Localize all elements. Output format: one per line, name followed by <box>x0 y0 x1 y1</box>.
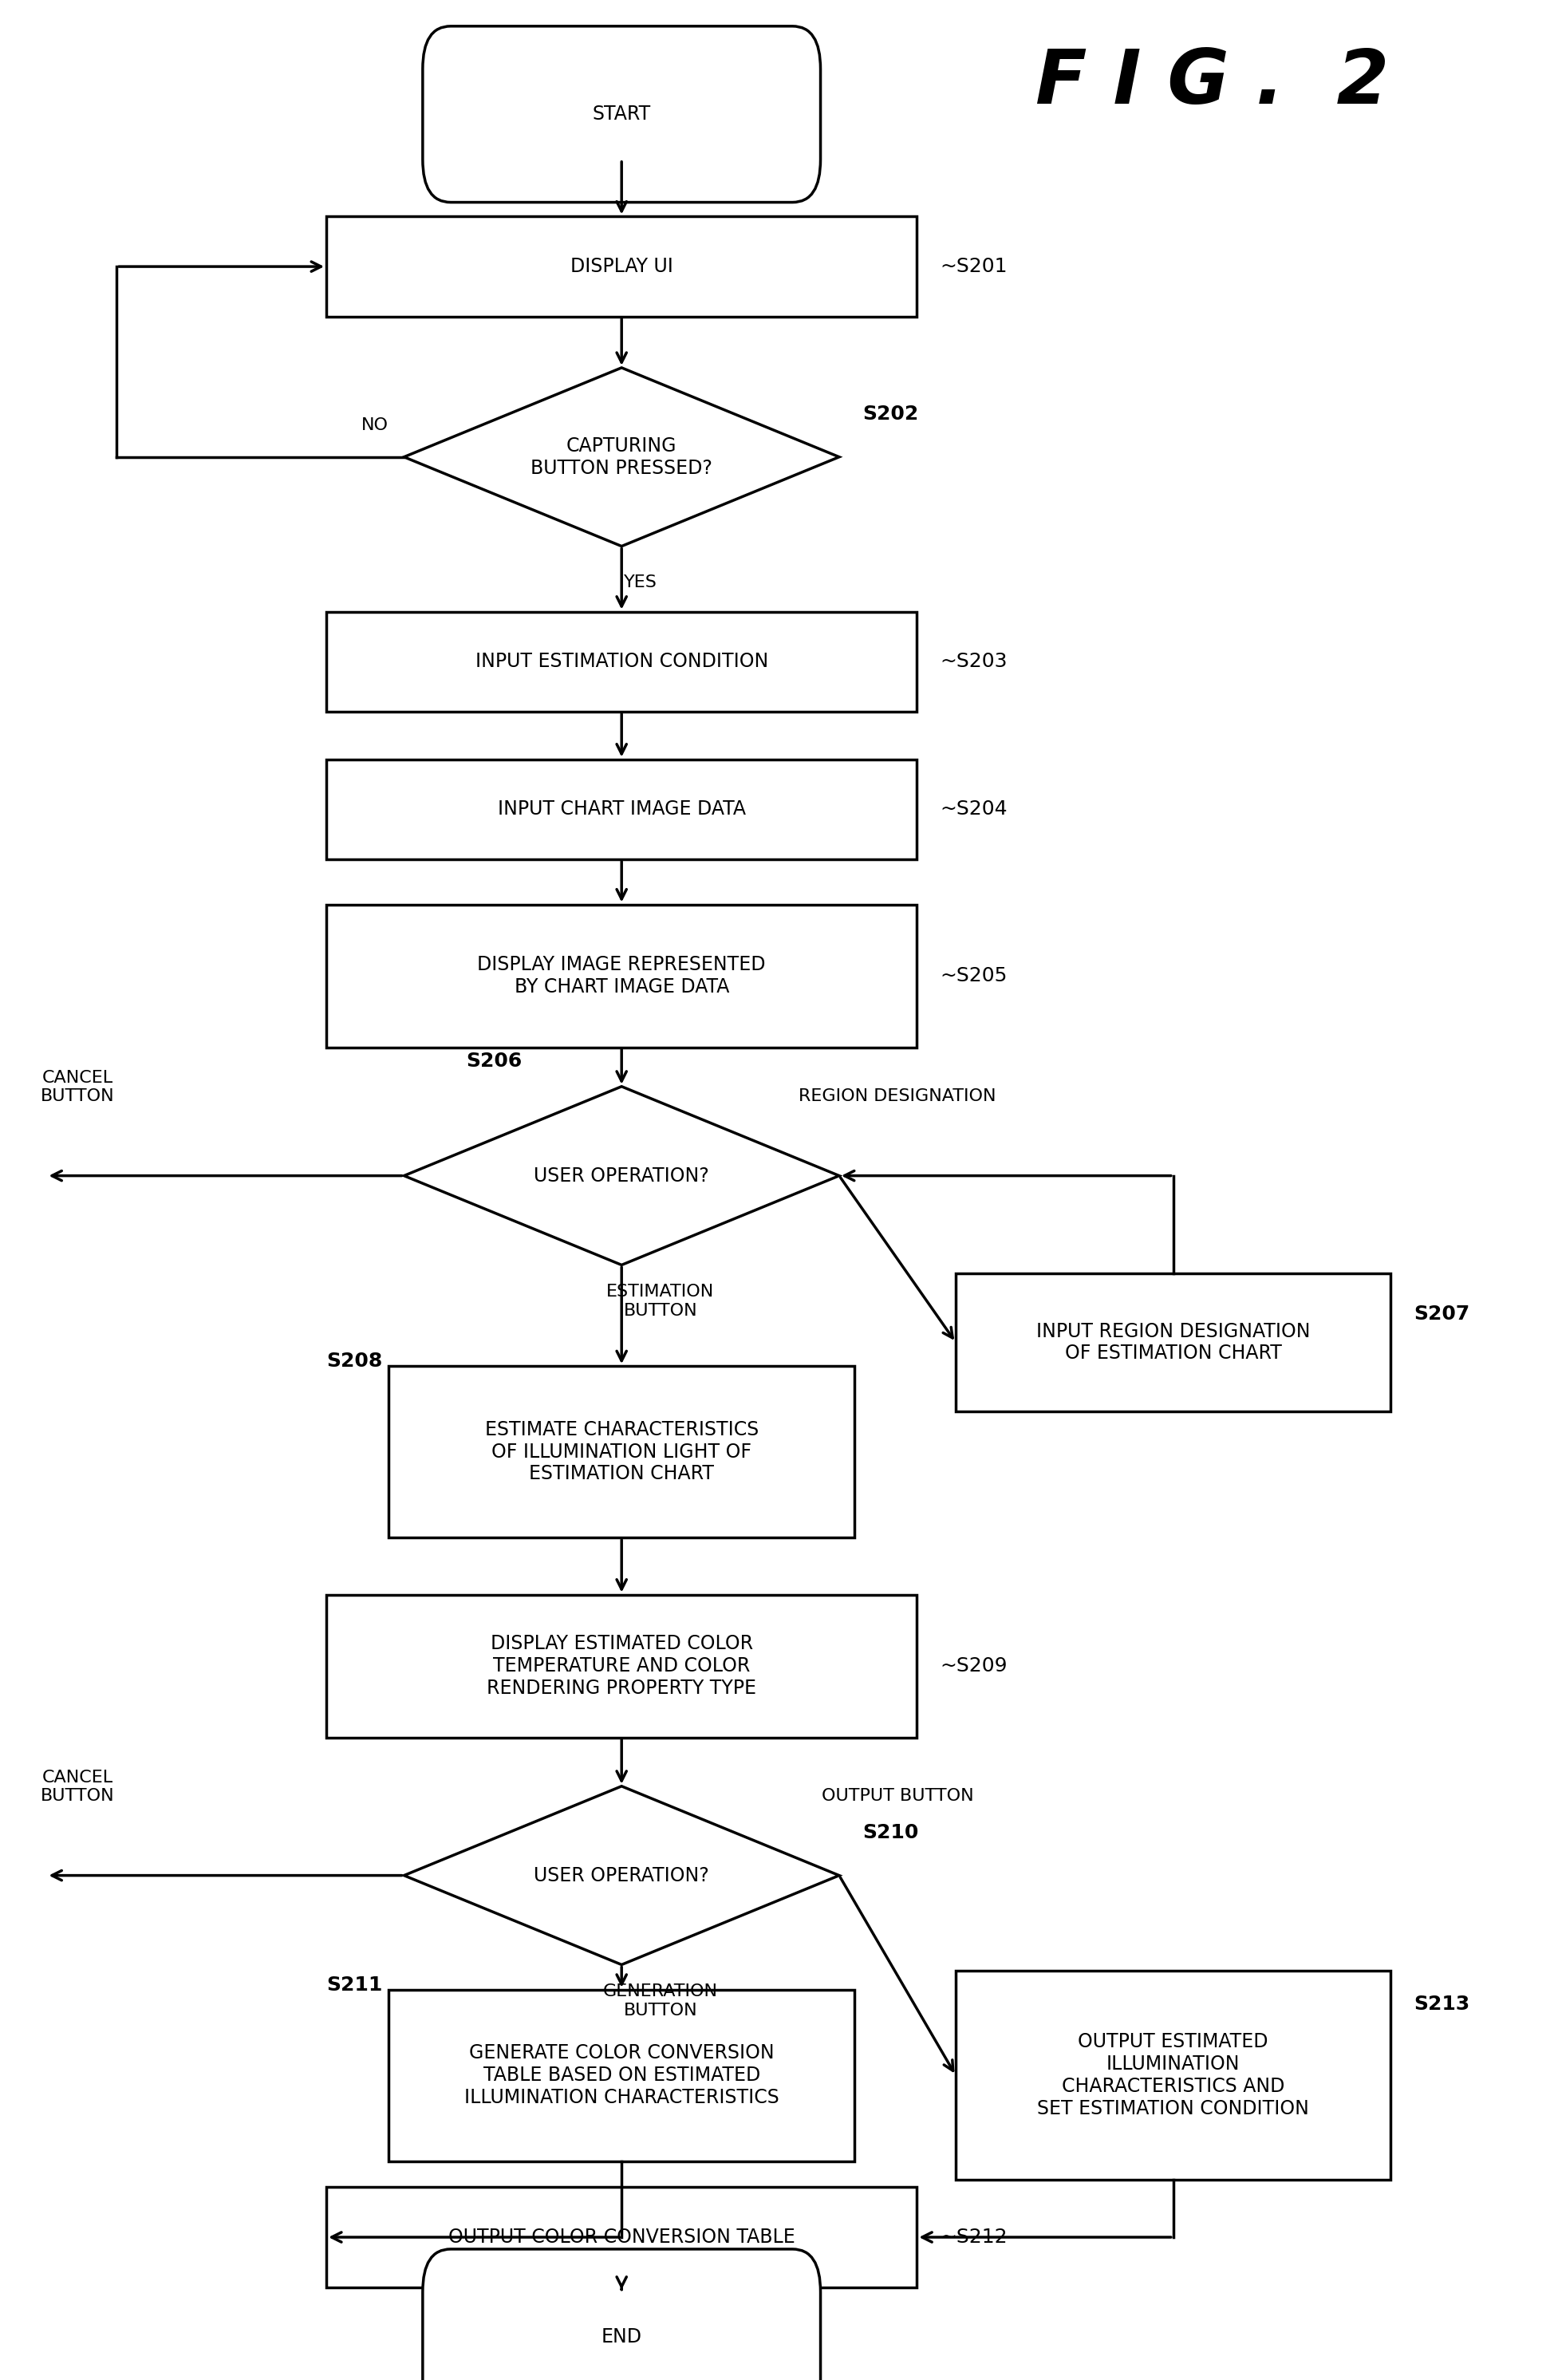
Text: ~S203: ~S203 <box>940 652 1007 671</box>
Bar <box>326 612 917 712</box>
FancyBboxPatch shape <box>423 2249 821 2380</box>
Text: OUTPUT COLOR CONVERSION TABLE: OUTPUT COLOR CONVERSION TABLE <box>448 2228 796 2247</box>
Text: GENERATE COLOR CONVERSION
TABLE BASED ON ESTIMATED
ILLUMINATION CHARACTERISTICS: GENERATE COLOR CONVERSION TABLE BASED ON… <box>465 2044 779 2106</box>
Text: S207: S207 <box>1414 1304 1470 1323</box>
Text: CANCEL
BUTTON: CANCEL BUTTON <box>40 1771 115 1804</box>
Bar <box>388 1366 855 1537</box>
Text: S213: S213 <box>1414 1994 1470 2013</box>
Text: INPUT REGION DESIGNATION
OF ESTIMATION CHART: INPUT REGION DESIGNATION OF ESTIMATION C… <box>1037 1321 1310 1364</box>
Text: DISPLAY UI: DISPLAY UI <box>570 257 673 276</box>
Bar <box>326 759 917 859</box>
Text: S208: S208 <box>326 1352 382 1371</box>
Polygon shape <box>404 1785 839 1966</box>
Bar <box>326 1595 917 1737</box>
Text: OUTPUT ESTIMATED
ILLUMINATION
CHARACTERISTICS AND
SET ESTIMATION CONDITION: OUTPUT ESTIMATED ILLUMINATION CHARACTERI… <box>1038 2033 1308 2118</box>
Bar <box>326 217 917 317</box>
Bar <box>326 904 917 1047</box>
Text: NO: NO <box>362 416 388 433</box>
Text: S206: S206 <box>466 1052 522 1071</box>
Text: YES: YES <box>623 574 657 590</box>
Bar <box>326 2187 917 2287</box>
Text: ESTIMATION
BUTTON: ESTIMATION BUTTON <box>606 1283 715 1319</box>
Text: USER OPERATION?: USER OPERATION? <box>535 1166 709 1185</box>
Text: ~S201: ~S201 <box>940 257 1007 276</box>
Text: S211: S211 <box>326 1975 382 1994</box>
Bar <box>956 1273 1391 1411</box>
Text: ~S205: ~S205 <box>940 966 1007 985</box>
Text: S210: S210 <box>862 1823 918 1842</box>
Text: DISPLAY ESTIMATED COLOR
TEMPERATURE AND COLOR
RENDERING PROPERTY TYPE: DISPLAY ESTIMATED COLOR TEMPERATURE AND … <box>486 1635 757 1697</box>
Text: CAPTURING
BUTTON PRESSED?: CAPTURING BUTTON PRESSED? <box>531 436 712 478</box>
Text: ~S209: ~S209 <box>940 1656 1007 1676</box>
Text: OUTPUT BUTTON: OUTPUT BUTTON <box>822 1787 973 1804</box>
Bar <box>956 1971 1391 2180</box>
Text: CANCEL
BUTTON: CANCEL BUTTON <box>40 1071 115 1104</box>
FancyBboxPatch shape <box>423 26 821 202</box>
Polygon shape <box>404 1085 839 1264</box>
Text: GENERATION
BUTTON: GENERATION BUTTON <box>603 1985 718 2018</box>
Polygon shape <box>404 367 839 545</box>
Text: INPUT ESTIMATION CONDITION: INPUT ESTIMATION CONDITION <box>476 652 768 671</box>
Text: ~S204: ~S204 <box>940 800 1007 819</box>
Text: ESTIMATE CHARACTERISTICS
OF ILLUMINATION LIGHT OF
ESTIMATION CHART: ESTIMATE CHARACTERISTICS OF ILLUMINATION… <box>485 1421 758 1483</box>
Text: DISPLAY IMAGE REPRESENTED
BY CHART IMAGE DATA: DISPLAY IMAGE REPRESENTED BY CHART IMAGE… <box>477 954 766 997</box>
Text: USER OPERATION?: USER OPERATION? <box>535 1866 709 1885</box>
Text: S202: S202 <box>862 405 918 424</box>
Bar <box>388 1990 855 2161</box>
Text: ~S212: ~S212 <box>940 2228 1007 2247</box>
Text: START: START <box>592 105 651 124</box>
Text: F I G .  2: F I G . 2 <box>1035 48 1389 119</box>
Text: REGION DESIGNATION: REGION DESIGNATION <box>799 1088 996 1104</box>
Text: END: END <box>601 2328 642 2347</box>
Text: INPUT CHART IMAGE DATA: INPUT CHART IMAGE DATA <box>497 800 746 819</box>
